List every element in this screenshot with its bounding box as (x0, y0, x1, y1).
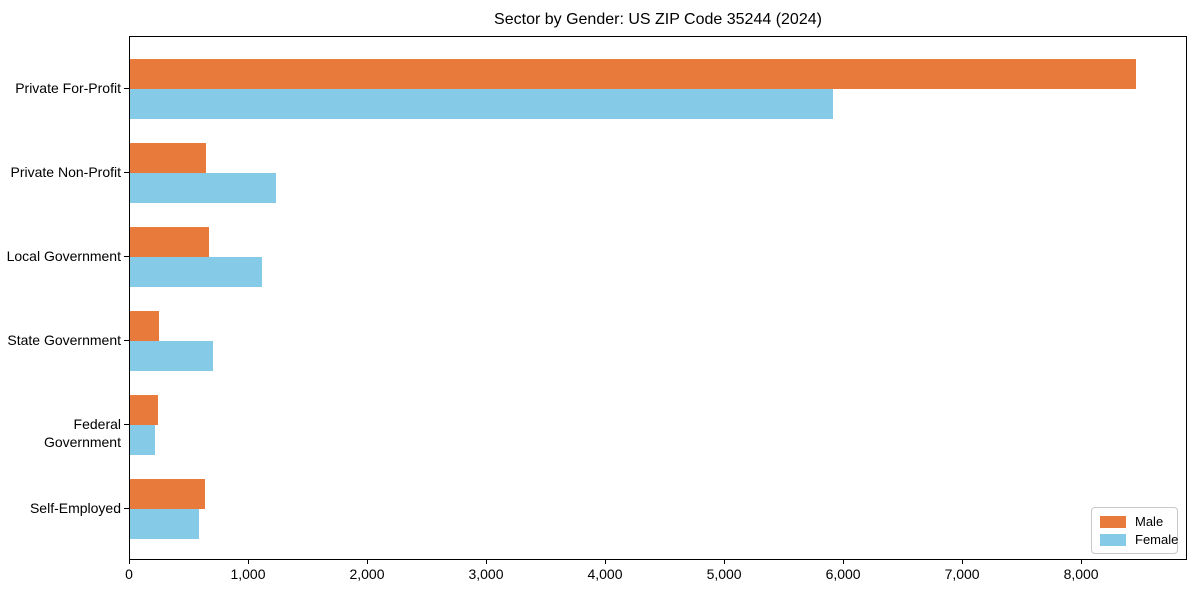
x-tick-mark (486, 560, 487, 564)
x-tick-label: 0 (125, 566, 133, 582)
bar-female-private-for-profit (130, 89, 834, 119)
y-tick-mark (124, 256, 129, 257)
x-tick-label: 2,000 (349, 566, 385, 582)
legend-swatch-male (1100, 515, 1126, 528)
y-tick-mark (124, 88, 129, 89)
x-tick-label: 3,000 (468, 566, 504, 582)
bar-male-private-for-profit (130, 59, 1136, 89)
y-tick-mark (124, 508, 129, 509)
y-tick-label: State Government (7, 332, 121, 348)
bar-female-federal-government (130, 425, 155, 455)
legend-label-male: Male (1135, 514, 1164, 529)
bar-male-self-employed (130, 479, 205, 509)
x-tick-label: 7,000 (944, 566, 980, 582)
x-tick-label: 6,000 (825, 566, 861, 582)
bar-male-local-government (130, 227, 209, 257)
x-tick-label: 5,000 (706, 566, 742, 582)
x-tick-mark (843, 560, 845, 564)
y-tick-label: Private For-Profit (15, 80, 121, 96)
x-tick-mark (1081, 560, 1083, 564)
x-tick-mark (367, 560, 368, 564)
bar-male-private-non-profit (130, 143, 207, 173)
y-tick-label: Local Government (6, 248, 121, 264)
bar-female-self-employed (130, 509, 199, 539)
y-tick-label: Private Non-Profit (10, 164, 121, 180)
x-tick-mark (962, 560, 964, 564)
legend-item-female: Female (1100, 532, 1178, 547)
x-tick-label: 8,000 (1063, 566, 1099, 582)
bar-female-local-government (130, 257, 263, 287)
x-tick-label: 1,000 (230, 566, 266, 582)
x-tick-label: 4,000 (587, 566, 623, 582)
plot-area (129, 36, 1187, 560)
legend-item-male: Male (1100, 514, 1169, 529)
x-tick-mark (724, 560, 726, 564)
y-tick-label: Federal Government (43, 416, 121, 450)
x-tick-mark (605, 560, 606, 564)
legend-label-female: Female (1135, 532, 1179, 547)
x-tick-mark (248, 560, 249, 564)
x-tick-mark (129, 560, 130, 564)
chart-title: Sector by Gender: US ZIP Code 35244 (202… (494, 11, 822, 28)
bar-male-state-government (130, 311, 159, 341)
legend: Male Female (1091, 507, 1178, 554)
bar-female-private-non-profit (130, 173, 277, 203)
y-tick-mark (124, 424, 129, 425)
bar-female-state-government (130, 341, 214, 371)
y-tick-label: Self-Employed (29, 500, 121, 516)
legend-swatch-female (1100, 533, 1126, 546)
bar-male-federal-government (130, 395, 158, 425)
y-tick-mark (124, 340, 129, 341)
y-tick-mark (124, 172, 129, 173)
